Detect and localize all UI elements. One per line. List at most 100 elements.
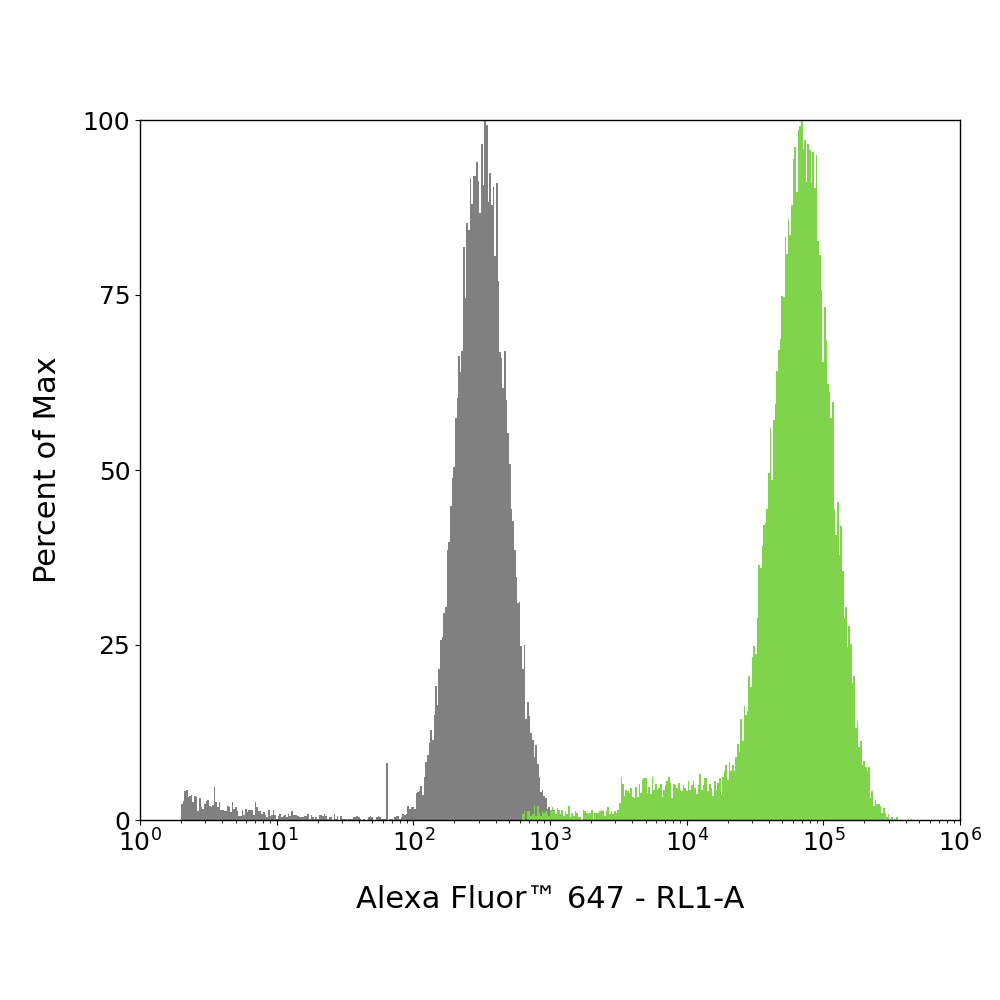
Bar xyxy=(548,807,550,820)
Bar xyxy=(821,290,822,820)
Bar xyxy=(301,817,302,820)
Bar xyxy=(342,819,343,820)
Bar xyxy=(558,810,560,820)
Bar xyxy=(858,747,860,820)
Bar xyxy=(630,788,632,820)
Bar xyxy=(498,281,499,820)
Bar xyxy=(812,152,814,820)
Bar xyxy=(806,182,807,820)
Bar xyxy=(775,404,776,820)
Bar xyxy=(222,810,224,820)
Bar xyxy=(883,808,885,820)
Bar xyxy=(711,788,712,820)
Bar xyxy=(527,811,529,820)
Bar xyxy=(442,637,443,820)
Bar xyxy=(607,807,609,820)
Bar xyxy=(543,796,545,820)
Bar xyxy=(578,817,580,820)
Bar xyxy=(632,797,634,820)
Bar xyxy=(593,819,594,820)
Bar xyxy=(814,188,816,820)
Bar xyxy=(537,806,539,820)
Bar xyxy=(227,806,229,820)
Bar xyxy=(683,785,684,820)
Bar xyxy=(565,819,566,820)
Bar xyxy=(458,356,460,820)
Bar xyxy=(284,815,286,820)
Bar xyxy=(534,757,535,820)
Bar xyxy=(493,187,494,820)
Bar xyxy=(721,794,722,820)
Bar xyxy=(524,645,525,820)
Bar xyxy=(589,813,591,820)
Bar xyxy=(506,400,507,820)
Bar xyxy=(622,784,624,820)
Bar xyxy=(688,781,689,820)
Bar xyxy=(283,816,284,820)
Bar xyxy=(370,816,371,820)
Bar xyxy=(660,784,662,820)
Bar xyxy=(773,420,775,820)
Bar xyxy=(345,819,347,820)
Bar xyxy=(665,785,666,820)
Bar xyxy=(399,819,401,820)
Bar xyxy=(629,793,630,820)
Bar xyxy=(220,810,222,820)
Bar xyxy=(745,715,747,820)
Bar xyxy=(599,811,601,820)
Bar xyxy=(530,816,532,820)
Bar xyxy=(212,805,214,820)
Bar xyxy=(337,816,338,820)
Bar xyxy=(888,814,889,820)
Bar xyxy=(804,140,806,820)
Bar xyxy=(894,819,896,820)
Bar xyxy=(850,644,852,820)
Bar xyxy=(889,819,891,820)
Bar xyxy=(716,790,717,820)
Bar xyxy=(801,120,803,820)
Bar xyxy=(452,478,453,820)
Bar xyxy=(575,811,576,820)
Bar xyxy=(358,817,360,820)
Bar xyxy=(381,819,383,820)
Bar xyxy=(463,247,465,820)
Bar xyxy=(658,788,660,820)
Bar xyxy=(558,816,560,820)
Bar xyxy=(219,802,220,820)
Bar xyxy=(483,185,484,820)
Bar xyxy=(870,798,871,820)
Bar xyxy=(194,796,196,820)
Bar xyxy=(566,819,568,820)
Bar xyxy=(776,371,778,820)
Bar xyxy=(270,816,271,820)
Bar xyxy=(563,819,565,820)
Bar xyxy=(891,817,893,820)
Bar xyxy=(809,150,811,820)
Bar xyxy=(529,811,530,820)
Bar xyxy=(722,777,724,820)
Bar xyxy=(735,757,737,820)
Bar xyxy=(747,711,748,820)
Bar xyxy=(911,819,912,820)
Bar xyxy=(271,815,273,820)
Bar xyxy=(327,819,329,820)
Bar xyxy=(742,741,744,820)
Bar xyxy=(430,730,432,820)
Bar xyxy=(181,804,183,820)
Bar xyxy=(499,352,501,820)
Bar xyxy=(520,646,522,820)
Bar xyxy=(297,816,299,820)
Bar xyxy=(829,392,830,820)
Bar xyxy=(819,255,821,820)
Bar xyxy=(457,398,458,820)
Bar xyxy=(553,811,555,820)
Bar xyxy=(383,819,384,820)
Bar xyxy=(225,811,227,820)
Bar xyxy=(547,813,548,820)
Bar xyxy=(552,807,553,820)
Bar xyxy=(757,618,758,820)
Bar xyxy=(384,819,386,820)
Bar xyxy=(755,654,757,820)
Bar xyxy=(335,819,337,820)
Bar xyxy=(414,809,416,820)
